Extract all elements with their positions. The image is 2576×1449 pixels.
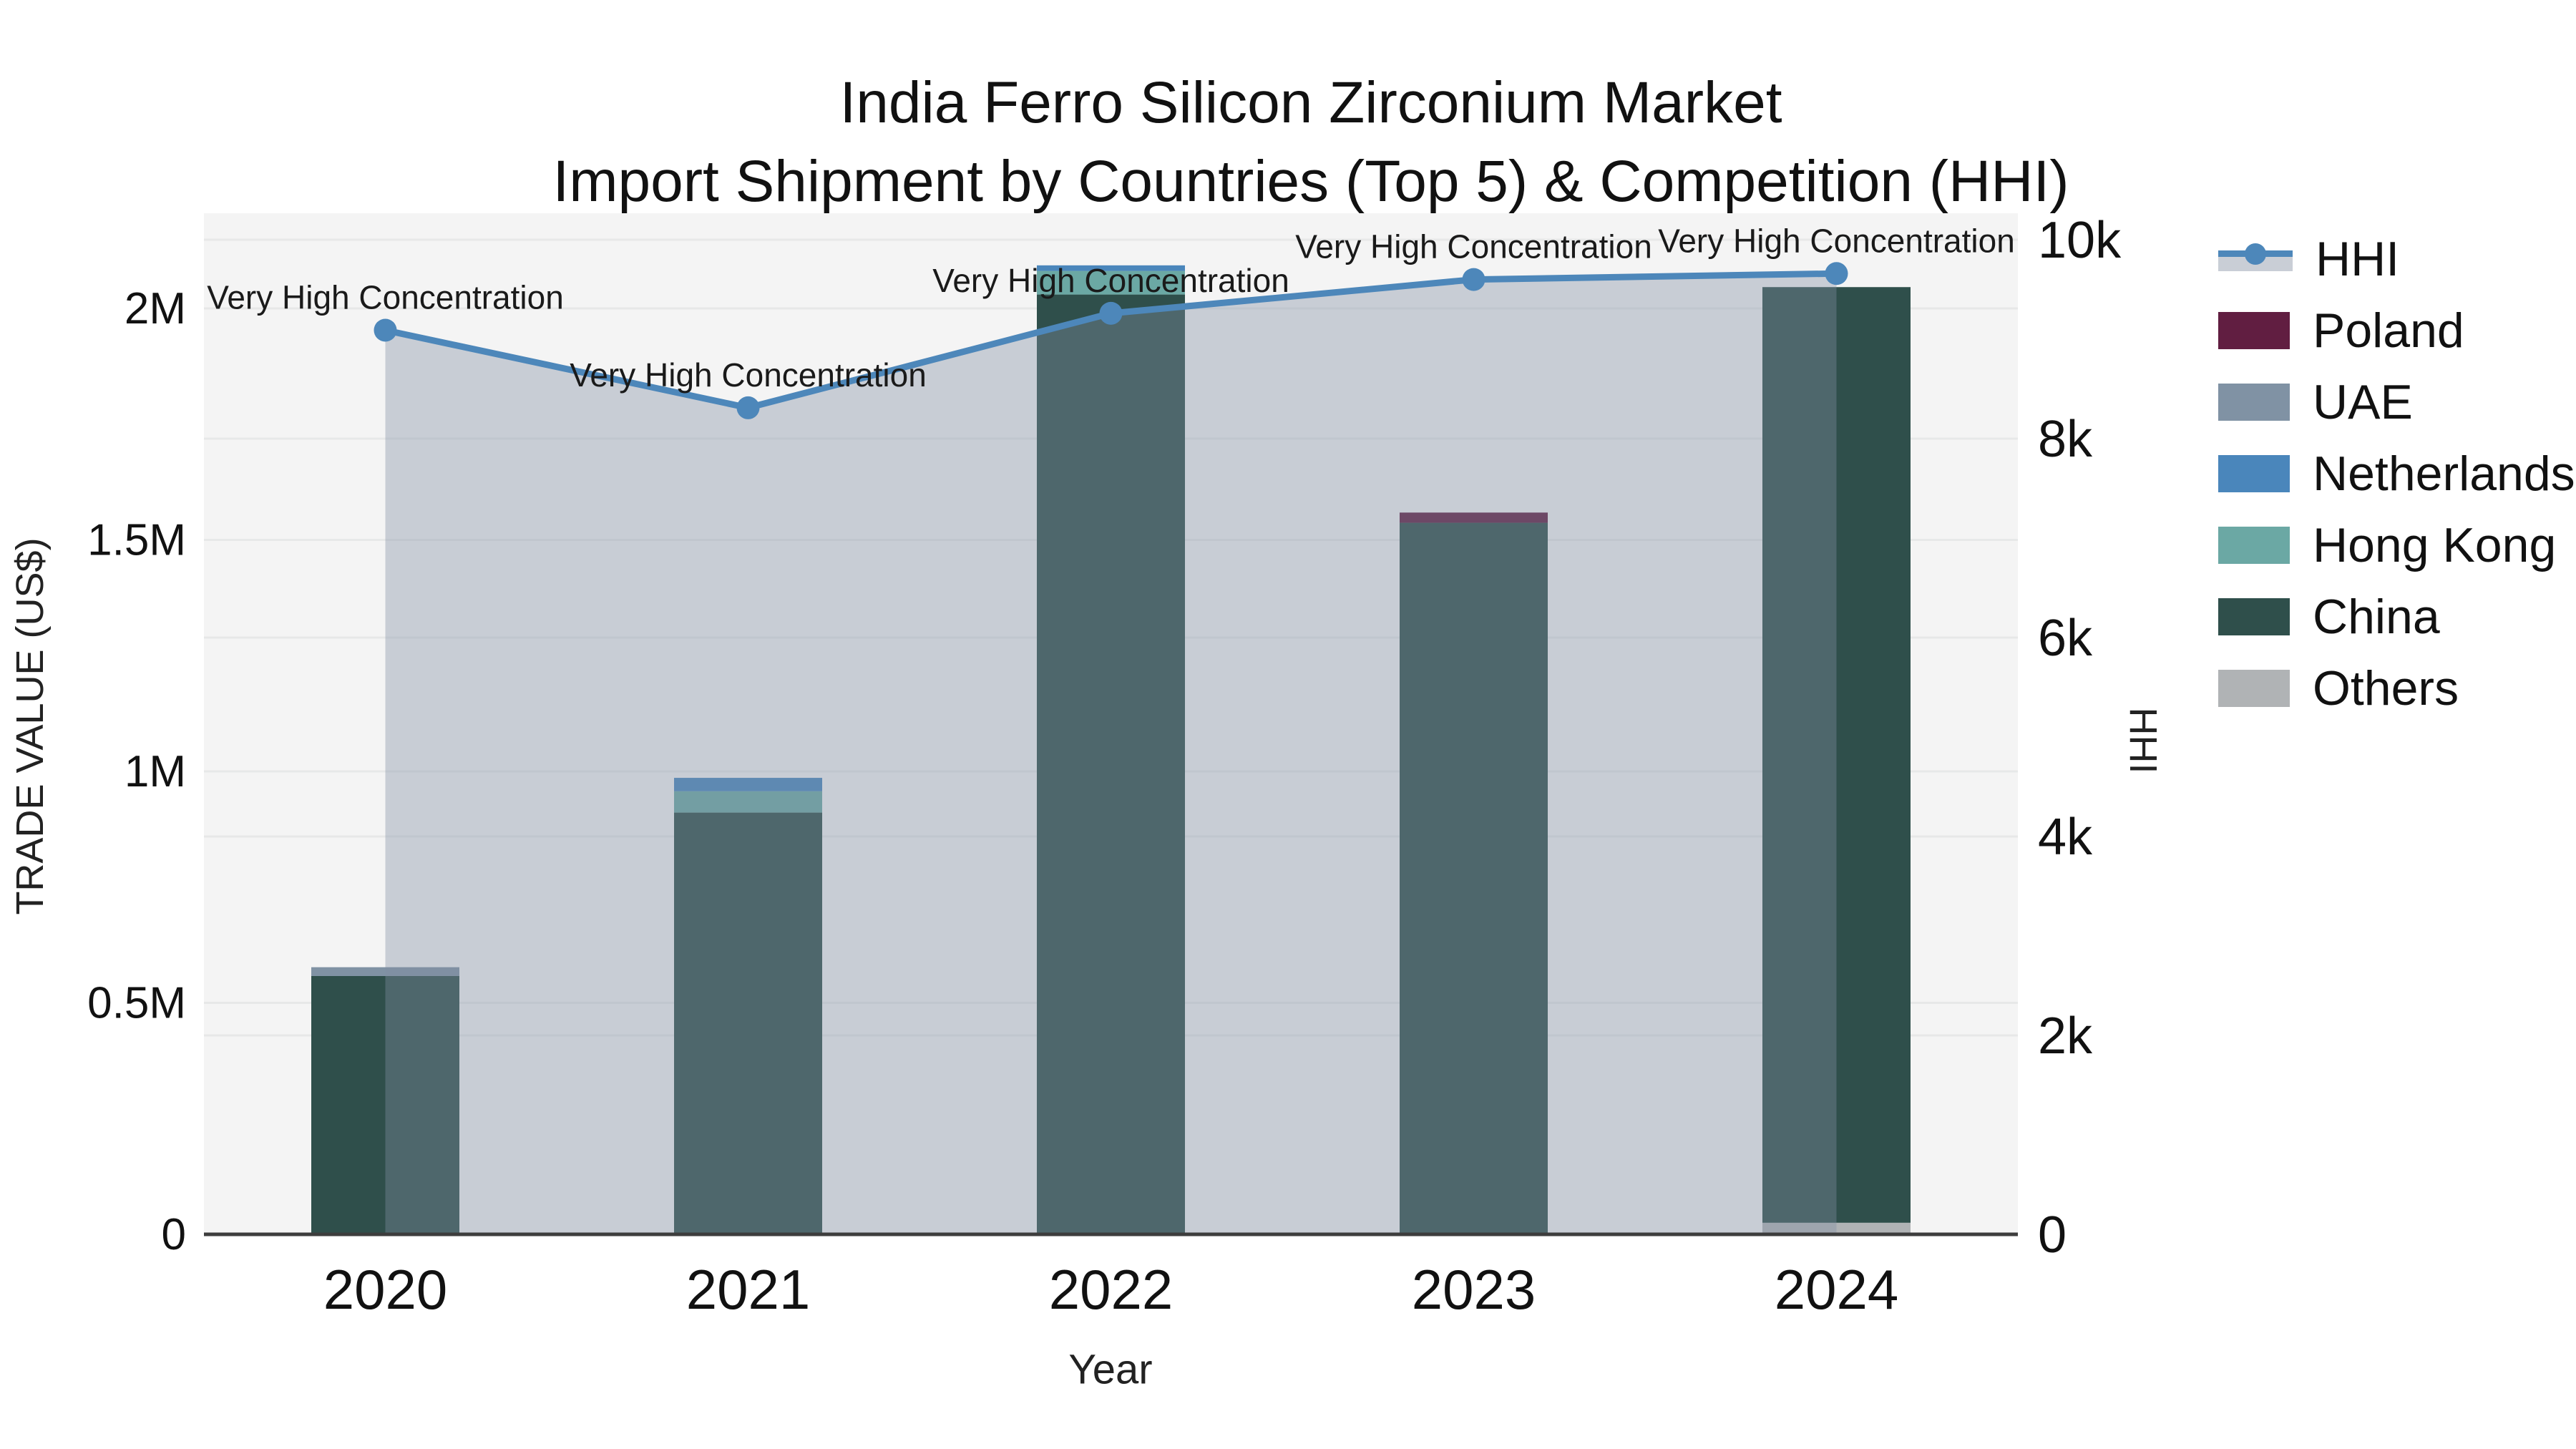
left-tick-label-0.5M: 0.5M	[87, 979, 186, 1028]
right-axis-title: HHI	[2122, 707, 2165, 774]
x-tick-label-2020: 2020	[323, 1258, 448, 1321]
left-tick-label-1.5M: 1.5M	[87, 516, 186, 565]
color-swatch-icon	[2218, 455, 2290, 492]
legend-label: UAE	[2313, 375, 2413, 429]
annotation-2022: Very High Concentration	[932, 262, 1289, 299]
hhi-marker-2020	[374, 318, 397, 342]
bar-segment-poland-2023	[1400, 512, 1548, 523]
color-swatch-icon	[2218, 312, 2290, 349]
legend-item-china[interactable]: China	[2218, 581, 2575, 653]
hhi-area-fill	[385, 273, 1837, 1234]
x-tick-label-2021: 2021	[686, 1258, 811, 1321]
left-tick-label-1M: 1M	[125, 747, 186, 796]
chart-title-line2: Import Shipment by Countries (Top 5) & C…	[552, 149, 2069, 214]
right-tick-label-2k: 2k	[2038, 1008, 2093, 1065]
x-tick-label-2022: 2022	[1049, 1258, 1174, 1321]
left-tick-label-0: 0	[162, 1210, 186, 1259]
legend-label: HHI	[2316, 232, 2400, 286]
left-axis-title: TRADE VALUE (US$)	[9, 537, 52, 915]
bar-segment-uae-2020	[311, 967, 459, 976]
bar-segment-china-2020	[311, 975, 459, 1234]
left-tick-label-2M: 2M	[125, 284, 186, 333]
hhi-marker-2021	[736, 396, 760, 419]
right-tick-label-4k: 4k	[2038, 809, 2093, 866]
right-tick-label-6k: 6k	[2038, 610, 2093, 667]
bar-segment-others-2024	[1762, 1222, 1911, 1234]
chart-title: India Ferro Silicon Zirconium Market Imp…	[238, 69, 2384, 216]
legend: HHI Poland UAE Netherlands Hong Kong China Oth…	[2218, 223, 2575, 724]
color-swatch-icon	[2218, 527, 2290, 564]
legend-item-poland[interactable]: Poland	[2218, 295, 2575, 366]
x-tick-label-2024: 2024	[1775, 1258, 1899, 1321]
legend-item-others[interactable]: Others	[2218, 653, 2575, 724]
legend-label: Hong Kong	[2313, 518, 2557, 572]
bar-segment-china-2021	[674, 812, 822, 1234]
legend-item-uae[interactable]: UAE	[2218, 366, 2575, 438]
bar-segment-china-2023	[1400, 522, 1548, 1234]
color-swatch-icon	[2218, 598, 2290, 635]
right-tick-label-10k: 10k	[2038, 212, 2122, 269]
chart-title-line1: India Ferro Silicon Zirconium Market	[839, 70, 1782, 135]
bar-segment-china-2022	[1037, 294, 1185, 1235]
legend-label: Netherlands	[2313, 447, 2575, 501]
color-swatch-icon	[2218, 670, 2290, 707]
right-tick-label-8k: 8k	[2038, 411, 2093, 468]
color-swatch-icon	[2218, 384, 2290, 421]
legend-item-netherlands[interactable]: Netherlands	[2218, 438, 2575, 509]
annotation-2020: Very High Concentration	[207, 278, 564, 316]
bar-segment-china-2024	[1762, 287, 1911, 1223]
hhi-line-swatch-icon	[2218, 243, 2293, 275]
annotation-2024: Very High Concentration	[1658, 222, 2015, 259]
x-tick-label-2023: 2023	[1412, 1258, 1536, 1321]
annotation-2021: Very High Concentration	[570, 356, 927, 394]
legend-item-hhi[interactable]: HHI	[2218, 223, 2575, 295]
legend-label: Poland	[2313, 303, 2464, 358]
hhi-marker-2024	[1825, 262, 1848, 286]
bar-segment-netherlands-2021	[674, 778, 822, 791]
hhi-marker-2022	[1099, 301, 1123, 325]
legend-label: Others	[2313, 661, 2459, 716]
bar-segment-hong-kong-2022	[1037, 270, 1185, 295]
legend-label: China	[2313, 590, 2440, 644]
bar-segment-hong-kong-2021	[674, 791, 822, 813]
legend-item-hong-kong[interactable]: Hong Kong	[2218, 509, 2575, 581]
annotation-2023: Very High Concentration	[1295, 228, 1652, 265]
bar-segment-netherlands-2022	[1037, 265, 1185, 271]
right-tick-label-0: 0	[2038, 1206, 2067, 1264]
x-axis-title: Year	[1068, 1346, 1153, 1393]
hhi-marker-2023	[1462, 268, 1485, 291]
